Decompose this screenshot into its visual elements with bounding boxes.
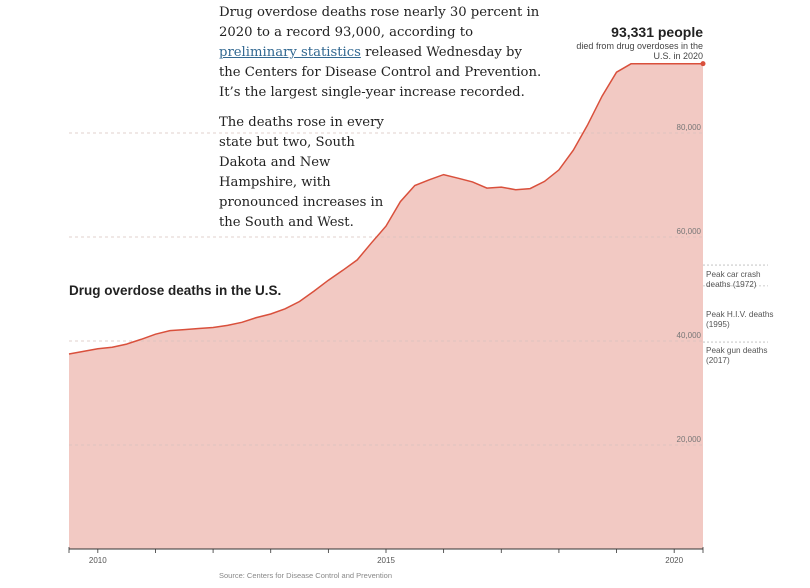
chart-title: Drug overdose deaths in the U.S. <box>69 283 282 298</box>
ref-label-hiv: Peak H.I.V. deaths (1995) <box>706 310 774 329</box>
source-note: Source: Centers for Disease Control and … <box>219 571 393 580</box>
intro-paragraph-1: Drug overdose deaths rose nearly 30 perc… <box>219 3 544 103</box>
y-tick-label: 20,000 <box>677 435 702 444</box>
ref-label-car-crash: Peak car crash deaths (1972) <box>706 270 761 289</box>
preliminary-statistics-link[interactable]: preliminary statistics <box>219 45 361 60</box>
intro-p1-start: Drug overdose deaths rose nearly 30 perc… <box>219 5 540 40</box>
peak-sub-label: died from drug overdoses in the U.S. in … <box>576 41 703 61</box>
y-tick-label: 60,000 <box>677 227 702 236</box>
intro-text: Drug overdose deaths rose nearly 30 perc… <box>219 3 544 243</box>
series-line <box>68 62 703 355</box>
x-tick-label: 2015 <box>377 556 395 565</box>
area-fill <box>69 63 703 549</box>
intro-paragraph-2: The deaths rose in every state but two, … <box>219 115 384 230</box>
peak-point <box>700 61 706 67</box>
y-tick-label: 40,000 <box>677 331 702 340</box>
y-tick-label: 80,000 <box>677 123 702 132</box>
x-tick-label: 2020 <box>665 556 683 565</box>
peak-value-label: 93,331 people <box>611 24 703 40</box>
x-tick-label: 2010 <box>89 556 107 565</box>
ref-label-gun: Peak gun deaths (2017) <box>706 346 768 365</box>
intro-p1-end: released Wednesday by the Centers for Di… <box>219 45 542 100</box>
